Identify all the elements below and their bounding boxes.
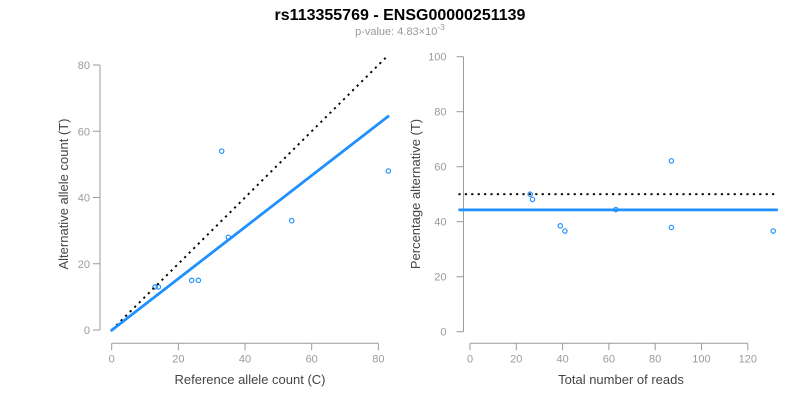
y-tick-label: 60 xyxy=(434,162,446,174)
x-tick-label: 0 xyxy=(467,353,473,365)
data-point xyxy=(152,284,158,290)
x-tick-label: 0 xyxy=(109,353,115,365)
data-point xyxy=(668,158,675,164)
x-tick-label: 60 xyxy=(603,353,615,365)
right-x-axis-title: Total number of reads xyxy=(558,372,684,387)
subtitle-base: p-value: 4.83×10 xyxy=(355,26,437,38)
y-tick-label: 0 xyxy=(440,327,446,339)
y-tick-label: 0 xyxy=(84,325,90,337)
data-point xyxy=(218,148,225,154)
subtitle-exponent: -3 xyxy=(437,22,445,32)
data-point xyxy=(529,196,536,203)
x-tick-label: 80 xyxy=(372,353,384,365)
y-tick-label: 80 xyxy=(78,60,90,72)
data-point xyxy=(668,224,675,231)
subtitle: p-value: 4.83×10-3 xyxy=(355,22,445,38)
data-point xyxy=(770,228,777,234)
regression-line xyxy=(109,114,390,333)
y-tick-label: 20 xyxy=(78,259,90,271)
x-tick-label: 40 xyxy=(239,353,251,365)
x-tick-label: 20 xyxy=(510,353,522,365)
y-tick-label: 40 xyxy=(434,217,446,229)
y-tick-label: 20 xyxy=(434,272,446,284)
data-point xyxy=(385,168,392,174)
x-tick-label: 40 xyxy=(556,353,568,365)
y-tick-label: 60 xyxy=(78,126,90,138)
y-tick-label: 100 xyxy=(428,52,446,64)
data-point xyxy=(527,191,533,197)
main-title: rs113355769 - ENSG00000251139 xyxy=(275,7,526,24)
x-tick-label: 80 xyxy=(649,353,661,365)
y-tick-label: 80 xyxy=(434,107,446,119)
left-x-axis-title: Reference allele count (C) xyxy=(174,372,325,387)
x-tick-label: 100 xyxy=(692,353,710,365)
y-tick-label: 40 xyxy=(78,193,90,205)
x-tick-label: 120 xyxy=(739,353,757,365)
identity-line xyxy=(111,55,388,331)
data-point xyxy=(557,223,564,229)
left-plot: 0 20 40 60 80 0 20 40 60 80 xyxy=(78,55,392,365)
data-point xyxy=(562,228,568,234)
data-point xyxy=(288,217,295,224)
data-point xyxy=(195,277,202,284)
left-y-axis-title: Alternative allele count (T) xyxy=(56,118,71,269)
x-tick-label: 20 xyxy=(172,353,184,365)
data-point xyxy=(188,277,195,284)
right-y-axis-title: Percentage alternative (T) xyxy=(408,119,423,269)
x-tick-label: 60 xyxy=(306,353,318,365)
right-plot: 0 20 40 60 80 100 0 20 40 60 80 100 120 xyxy=(428,52,778,365)
